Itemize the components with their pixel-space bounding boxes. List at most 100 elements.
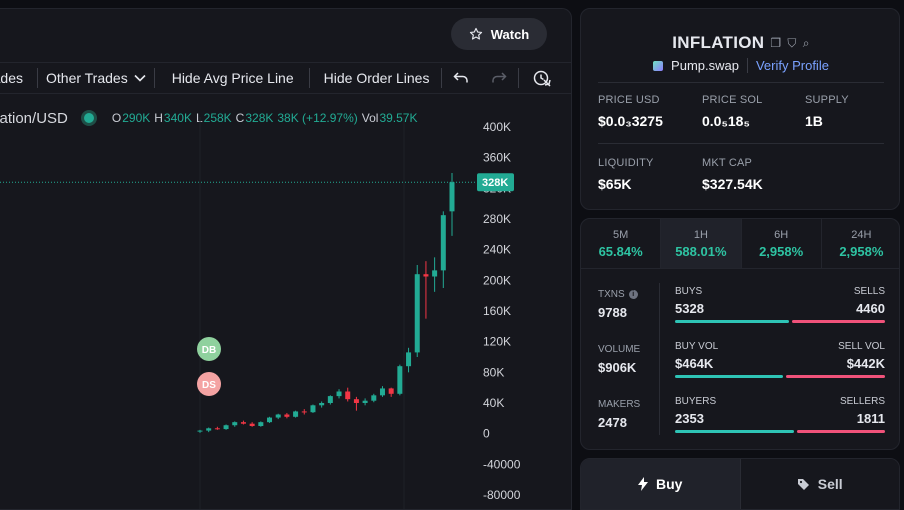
undo-button[interactable]: [442, 63, 480, 93]
open-key: O: [111, 111, 122, 125]
sells-bar: [792, 320, 885, 323]
toolbar-divider: [308, 68, 310, 88]
price-sol-label: PRICE SOL: [702, 94, 763, 106]
mkt-cap-stat: MKT CAP $327.54K: [702, 157, 763, 192]
chevron-down-icon: [134, 74, 146, 82]
open-value: 290K: [122, 111, 151, 125]
y-axis-tick-label: 200K: [483, 273, 511, 287]
timeframe-name: 6H: [774, 228, 789, 241]
hide-avg-price-button[interactable]: Hide Avg Price Line: [155, 63, 309, 93]
buyers-bar: [675, 430, 794, 433]
y-axis-tick-label: 240K: [483, 243, 511, 257]
buys-label: BUYS: [675, 286, 703, 297]
volume-value: 39.57K: [379, 111, 418, 125]
candle-body: [319, 403, 325, 406]
copy-icon[interactable]: ❐: [770, 36, 782, 50]
buys-sells-pair: BUYS SELLS 5328 4460: [675, 286, 885, 323]
last-price-badge: [477, 173, 514, 192]
timeframe-tabs: 5M 65.84% 1H 588.01% 6H 2,958% 24H 2,958…: [581, 219, 899, 269]
txns-label: TXNS: [598, 289, 625, 300]
verify-profile-link[interactable]: Verify Profile: [746, 58, 829, 73]
high-value: 340K: [163, 111, 192, 125]
buyers-label: BUYERS: [675, 396, 717, 407]
price-usd-stat: PRICE USD $0.0₃3275: [598, 94, 663, 129]
sellers-label: SELLERS: [839, 396, 885, 407]
chart-panel: Watch ades Other Trades Hide Avg Price L…: [0, 8, 572, 510]
other-trades-dropdown[interactable]: Other Trades: [38, 63, 154, 93]
txns-stat: TXNS i 9788: [598, 289, 638, 320]
price-usd-value: $0.0₃3275: [598, 113, 663, 129]
mkt-cap-value: $327.54K: [702, 176, 763, 192]
makers-value: 2478: [598, 415, 627, 430]
watch-button[interactable]: Watch: [451, 18, 547, 50]
txns-value: 9788: [598, 305, 627, 320]
toolbar-divider: [37, 68, 38, 88]
timeframe-tab-24h[interactable]: 24H 2,958%: [822, 219, 899, 268]
candle-body: [240, 422, 246, 424]
low-value: 258K: [203, 111, 232, 125]
y-axis-tick-label: -40000: [483, 457, 521, 471]
token-title-row: INFLATION ❐ ⛉ ⌕: [581, 33, 901, 53]
timeframe-tab-5m[interactable]: 5M 65.84%: [581, 219, 662, 268]
toolbar-divider: [153, 68, 155, 88]
supply-label: SUPPLY: [805, 94, 849, 106]
sellers-bar: [796, 430, 885, 433]
timeframe-name: 5M: [612, 228, 629, 241]
platform-label[interactable]: Pump.swap: [671, 58, 739, 73]
timeframe-tab-1h[interactable]: 1H 588.01%: [661, 219, 742, 268]
price-sol-stat: PRICE SOL 0.0₅18₅: [702, 94, 763, 129]
y-axis-tick-label: 280K: [483, 212, 511, 226]
sellers-value: 1811: [856, 411, 885, 426]
buy-vol-value: $464K: [675, 356, 714, 371]
redo-icon: [492, 72, 508, 83]
y-axis-tick-label: 360K: [483, 151, 511, 165]
candle-body: [206, 428, 212, 431]
candle-body: [388, 388, 394, 394]
close-key: C: [235, 111, 245, 125]
divider: [659, 283, 660, 435]
liquidity-stat: LIQUIDITY $65K: [598, 157, 654, 192]
candle-body: [232, 422, 238, 426]
search-icon[interactable]: ⌕: [802, 35, 810, 50]
candle-body: [371, 395, 377, 401]
volume-pair: BUY VOL SELL VOL $464K $442K: [675, 341, 885, 378]
trades-label: ades: [0, 70, 23, 86]
candlestick-chart[interactable]: 400K360K320K280K240K200K160K120K80K40K0-…: [0, 117, 572, 510]
buy-tab[interactable]: Buy: [581, 459, 741, 509]
candle-body: [362, 400, 368, 403]
candle-body: [293, 411, 299, 417]
shield-icon[interactable]: ⛉: [787, 35, 797, 50]
low-key: L: [195, 111, 203, 125]
makers-stat: MAKERS 2478: [598, 399, 640, 430]
redo-button[interactable]: [480, 63, 518, 93]
sell-tab[interactable]: Sell: [740, 459, 899, 509]
timeframe-change: 65.84%: [598, 243, 643, 259]
y-axis-tick-label: 400K: [483, 120, 511, 134]
screenshot-tool-button[interactable]: [519, 63, 565, 93]
trades-toggle[interactable]: ades: [0, 63, 37, 93]
candle-body: [310, 405, 316, 413]
makers-label: MAKERS: [598, 399, 641, 410]
candle-body: [275, 414, 281, 418]
volume-key: Vol: [361, 111, 379, 125]
y-axis-tick-label: 120K: [483, 335, 511, 349]
buy-label: Buy: [656, 476, 683, 492]
candle-body: [327, 396, 333, 403]
info-icon[interactable]: i: [628, 290, 638, 299]
star-icon: [469, 27, 482, 40]
candle-body: [336, 391, 342, 397]
candle-body: [423, 274, 429, 277]
timeframe-name: 1H: [693, 228, 708, 241]
hide-order-lines-button[interactable]: Hide Order Lines: [310, 63, 442, 93]
candle-body: [432, 270, 438, 277]
toolbar-divider: [441, 68, 443, 88]
volume-label: VOLUME: [598, 344, 641, 355]
transactions-card: 5M 65.84% 1H 588.01% 6H 2,958% 24H 2,958…: [580, 218, 900, 450]
y-axis-tick-label: 0: [483, 427, 490, 441]
high-key: H: [154, 111, 163, 125]
divider: [598, 143, 884, 144]
timeframe-tab-6h[interactable]: 6H 2,958%: [742, 219, 822, 268]
hide-order-lines-label: Hide Order Lines: [323, 70, 430, 86]
trade-marker-label: DB: [202, 345, 216, 356]
